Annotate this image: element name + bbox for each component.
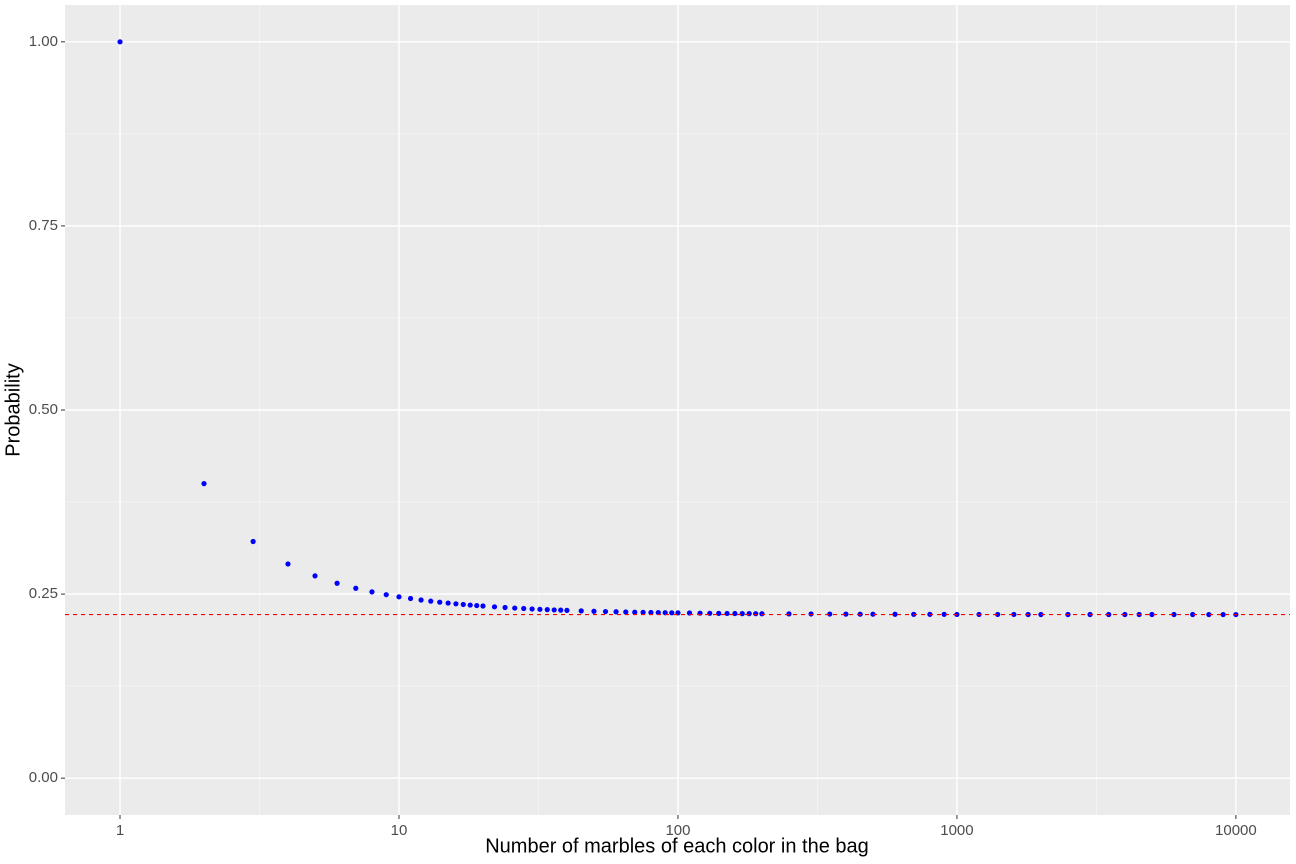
point <box>1190 611 1196 618</box>
point <box>521 605 527 612</box>
point <box>786 611 792 617</box>
y-tick-label: 1.00 <box>29 33 58 50</box>
point <box>285 561 291 567</box>
x-tick-label: 10000 <box>1215 822 1257 839</box>
point <box>892 611 898 617</box>
point <box>1206 611 1212 618</box>
point <box>537 606 543 612</box>
point <box>467 602 473 608</box>
point <box>995 611 1001 618</box>
point <box>724 610 730 617</box>
y-tick-label: 0.75 <box>29 217 58 234</box>
point <box>353 585 359 591</box>
y-axis-title: Probability <box>2 363 24 456</box>
point <box>602 608 609 615</box>
point <box>591 608 597 614</box>
y-tick-label: 0.00 <box>29 769 58 786</box>
point <box>418 597 424 603</box>
x-tick-label: 10 <box>391 822 408 839</box>
point <box>941 611 947 617</box>
point <box>1171 611 1177 618</box>
point <box>1220 611 1226 618</box>
point <box>648 609 654 616</box>
point <box>334 580 340 586</box>
point <box>383 592 389 598</box>
point <box>1011 611 1017 618</box>
point <box>827 611 833 617</box>
point <box>732 610 738 617</box>
point <box>512 605 518 611</box>
point <box>739 611 745 617</box>
y-tick-label: 0.25 <box>29 585 58 602</box>
point <box>1038 611 1044 618</box>
point <box>564 607 570 613</box>
x-tick-label: 1 <box>116 822 124 839</box>
point <box>474 602 480 609</box>
point <box>558 607 564 613</box>
point <box>460 601 466 608</box>
point <box>369 589 375 595</box>
point <box>445 600 451 606</box>
point <box>437 599 443 605</box>
point <box>201 481 207 487</box>
point <box>753 611 759 617</box>
point <box>843 611 849 617</box>
point <box>396 594 402 600</box>
point <box>453 601 459 607</box>
point <box>551 607 557 613</box>
x-axis-title: Number of marbles of each color in the b… <box>485 835 869 857</box>
point <box>759 611 765 617</box>
point <box>544 607 550 613</box>
point <box>480 603 486 609</box>
point <box>312 573 318 579</box>
point <box>1149 611 1155 618</box>
y-tick-label: 0.50 <box>29 401 58 418</box>
point <box>870 611 876 617</box>
point <box>491 604 498 610</box>
point <box>640 609 646 615</box>
point <box>117 39 123 45</box>
point <box>250 538 256 545</box>
point <box>502 604 508 611</box>
point <box>578 608 584 614</box>
x-tick-label: 1000 <box>940 822 973 839</box>
point <box>407 595 414 602</box>
point <box>655 609 661 616</box>
point <box>613 609 619 615</box>
point <box>632 609 638 615</box>
point <box>428 598 434 604</box>
point <box>623 609 629 615</box>
point <box>529 606 535 612</box>
x-tick-label: 100 <box>665 822 690 839</box>
point <box>716 610 722 616</box>
point <box>746 611 752 617</box>
